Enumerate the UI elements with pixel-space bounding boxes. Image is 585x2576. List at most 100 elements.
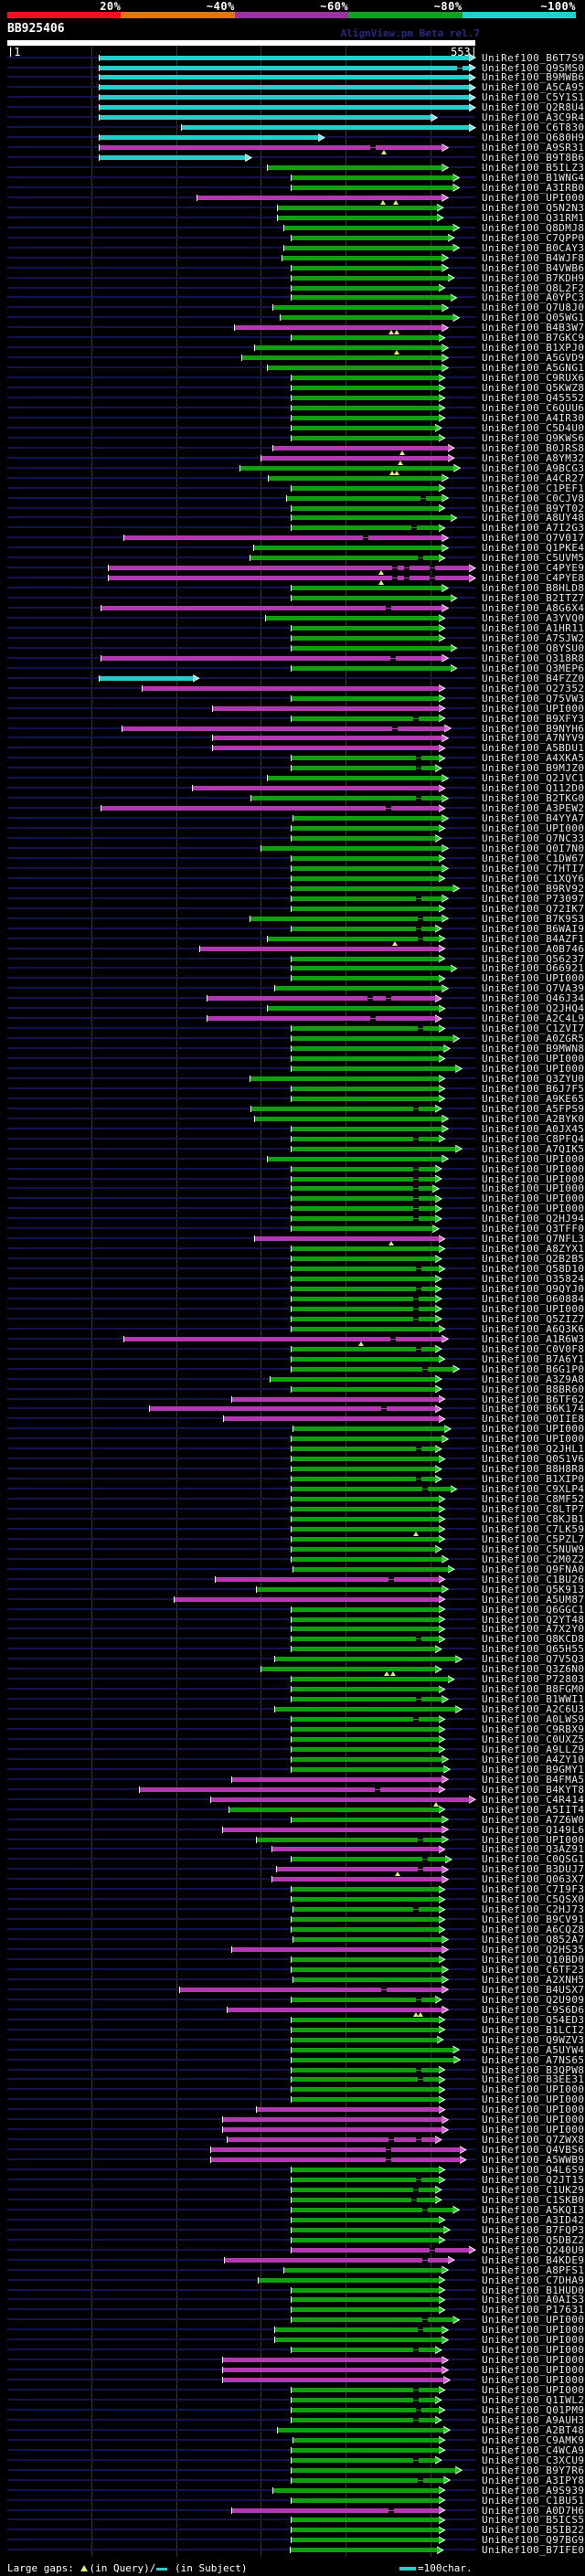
hit-row[interactable]: UniRef100_Q2JVC1 [0,773,585,783]
hit-row[interactable]: UniRef100_UPI000.. [0,1154,585,1164]
hit-row[interactable]: UniRef100_Q56237 [0,954,585,964]
hit-row[interactable]: UniRef100_B8HLD8 [0,583,585,593]
hit-row[interactable]: UniRef100_B6J7F5 [0,1084,585,1094]
hit-row[interactable]: UniRef100_C0CJV8 [0,493,585,504]
hit-row[interactable]: UniRef100_B8FGM0 [0,1684,585,1694]
hit-row[interactable]: UniRef100_A3C9R4 [0,112,585,122]
hit-row[interactable]: UniRef100_B9MWB6 [0,72,585,82]
hit-row[interactable]: UniRef100_Q2U909 [0,1995,585,2005]
hit-row[interactable]: UniRef100_Q2YT48 [0,1615,585,1625]
hit-row[interactable]: UniRef100_A2C4L9 [0,1013,585,1023]
hit-row[interactable]: UniRef100_A7SJW2 [0,633,585,643]
hit-row[interactable]: UniRef100_B9NYH6 [0,724,585,734]
hit-row[interactable]: UniRef100_C6T830 [0,122,585,133]
hit-row[interactable]: UniRef100_C4PYE8 [0,573,585,586]
hit-row[interactable]: UniRef100_UPI000.. [0,2365,585,2375]
hit-row[interactable]: UniRef100_Q8DMJ8 [0,223,585,233]
hit-row[interactable]: UniRef100_A6CQZ8 [0,1924,585,1935]
hit-row[interactable]: UniRef100_A4ZY10 [0,1754,585,1765]
hit-row[interactable]: UniRef100_Q0S1V6 [0,1454,585,1464]
hit-row[interactable]: UniRef100_C1DW67 [0,853,585,864]
hit-row[interactable]: UniRef100_O27352 [0,684,585,694]
hit-row[interactable]: UniRef100_C5Y1S1 [0,92,585,102]
hit-row[interactable]: UniRef100_C5D4U0 [0,423,585,433]
hit-row[interactable]: UniRef100_A9AUH3 [0,2415,585,2425]
hit-row[interactable]: UniRef100_C1ZVI7 [0,1023,585,1034]
hit-row[interactable]: UniRef100_A2BYK0 [0,1114,585,1124]
hit-row[interactable]: UniRef100_C7HTI7 [0,864,585,874]
hit-row[interactable]: UniRef100_Q97BG9 [0,2535,585,2545]
hit-row[interactable]: UniRef100_B9CV91 [0,1914,585,1924]
hit-row[interactable]: UniRef100_B4AZF1 [0,934,585,946]
hit-row[interactable]: UniRef100_Q72IK7 [0,904,585,914]
hit-row[interactable]: UniRef100_B1XIP0 [0,1474,585,1484]
hit-row[interactable]: UniRef100_UPI000.. [0,2335,585,2345]
hit-row[interactable]: UniRef100_B4YYA7 [0,813,585,823]
hit-row[interactable]: UniRef100_A1R6W3 [0,1334,585,1346]
hit-row[interactable]: UniRef100_C9AMK9 [0,2435,585,2445]
hit-row[interactable]: UniRef100_C6QUU6 [0,403,585,413]
hit-row[interactable]: UniRef100_UPI000.. [0,1054,585,1064]
hit-row[interactable]: UniRef100_B1WNG4 [0,173,585,183]
hit-row[interactable]: UniRef100_B7IFE0 [0,2545,585,2555]
hit-row[interactable]: UniRef100_A5CA95 [0,82,585,92]
hit-row[interactable]: UniRef100_C0QSG1 [0,1854,585,1864]
hit-row[interactable]: UniRef100_B6G1P0 [0,1364,585,1374]
hit-row[interactable]: UniRef100_Q5ZIZ7 [0,1314,585,1324]
hit-row[interactable]: UniRef100_B7K9S3 [0,914,585,924]
hit-row[interactable]: UniRef100_Q063X7 [0,1874,585,1884]
hit-row[interactable]: UniRef100_A7I2G3 [0,523,585,533]
hit-row[interactable]: UniRef100_B2TKG0 [0,793,585,803]
hit-row[interactable]: UniRef100_C4R414 [0,1795,585,1807]
hit-row[interactable]: UniRef100_Q10BD0 [0,1955,585,1965]
hit-row[interactable]: UniRef100_C7I9F3 [0,1884,585,1894]
hit-row[interactable]: UniRef100_Q4L6S9 [0,2165,585,2175]
hit-row[interactable]: UniRef100_A4CR27 [0,473,585,483]
hit-row[interactable]: UniRef100_A0D7H6 [0,2506,585,2516]
hit-row[interactable]: UniRef100_Q01PM9 [0,2405,585,2415]
hit-row[interactable]: UniRef100_A5KQI3 [0,2205,585,2215]
hit-row[interactable]: UniRef100_A7NYV9 [0,733,585,743]
hit-row[interactable]: UniRef100_A3IRB0 [0,183,585,193]
hit-row[interactable]: UniRef100_C1BU51 [0,2496,585,2506]
hit-row[interactable]: UniRef100_Q7V5Q3 [0,1654,585,1664]
hit-row[interactable]: UniRef100_A3ID42 [0,2215,585,2225]
hit-row[interactable]: UniRef100_Q31RM1 [0,213,585,223]
hit-row[interactable]: UniRef100_B3QPW8 [0,2065,585,2075]
hit-row[interactable]: UniRef100_UPI000.. [0,2104,585,2115]
hit-row[interactable]: UniRef100_A5GNG1 [0,363,585,373]
hit-row[interactable]: UniRef100_B4KDE9 [0,2255,585,2265]
hit-row[interactable]: UniRef100_UPI000.. [0,2084,585,2094]
hit-row[interactable]: UniRef100_UPI000.. [0,1424,585,1434]
hit-row[interactable]: UniRef100_C0UXZ5 [0,1734,585,1744]
hit-row[interactable]: UniRef100_Q46J34 [0,993,585,1003]
hit-row[interactable]: UniRef100_UPI000.. [0,1304,585,1314]
hit-row[interactable]: UniRef100_UPI000.. [0,704,585,714]
hit-row[interactable]: UniRef100_B6WAI9 [0,924,585,934]
hit-row[interactable]: UniRef100_O35824 [0,1274,585,1284]
hit-row[interactable]: UniRef100_B4FZZ0 [0,673,585,684]
hit-row[interactable]: UniRef100_A3IPY8 [0,2475,585,2486]
hit-row[interactable]: UniRef100_UPI000.. [0,2094,585,2104]
hit-row[interactable]: UniRef100_Q3TFF0 [0,1224,585,1234]
hit-row[interactable]: UniRef100_Q852A7 [0,1935,585,1945]
hit-row[interactable]: UniRef100_A5UM87 [0,1595,585,1605]
hit-row[interactable]: UniRef100_C5NUW9 [0,1544,585,1554]
hit-row[interactable]: UniRef100_Q9QYJ0 [0,1284,585,1294]
hit-row[interactable]: UniRef100_UPI000.. [0,823,585,833]
hit-row[interactable]: UniRef100_A5BDU1 [0,743,585,753]
hit-row[interactable]: UniRef100_B7FQP3 [0,2225,585,2235]
hit-row[interactable]: UniRef100_B5ICS5 [0,2515,585,2525]
hit-row[interactable]: UniRef100_A0YPC3 [0,292,585,302]
hit-row[interactable]: UniRef100_B6K174 [0,1404,585,1414]
hit-row[interactable]: UniRef100_B4FMA5 [0,1775,585,1785]
hit-row[interactable]: UniRef100_Q8L2F2 [0,283,585,293]
hit-row[interactable]: UniRef100_UPI000.. [0,2125,585,2135]
hit-row[interactable]: UniRef100_B9YT02 [0,504,585,514]
hit-row[interactable]: UniRef100_A8G6X4 [0,603,585,613]
hit-row[interactable]: UniRef100_Q58D10 [0,1264,585,1274]
hit-row[interactable]: UniRef100_Q680H9 [0,133,585,143]
hit-row[interactable]: UniRef100_Q5K913 [0,1585,585,1595]
hit-row[interactable]: UniRef100_UPI000.. [0,1835,585,1845]
hit-row[interactable]: UniRef100_C8PFQ4 [0,1134,585,1144]
